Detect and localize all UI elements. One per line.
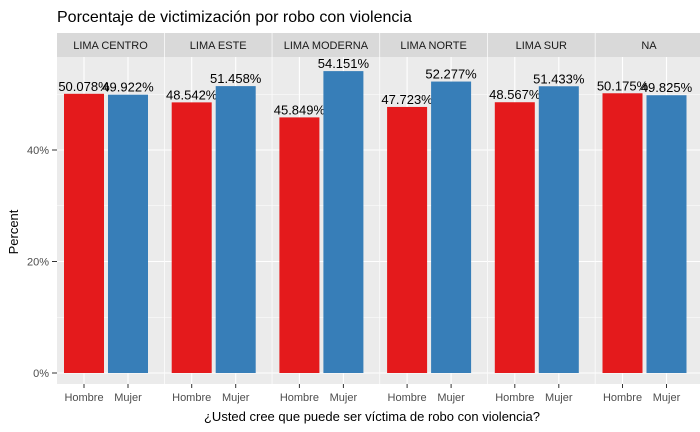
facet-strip-label: LIMA SUR <box>516 40 567 52</box>
facet-panel: LIMA ESTE 48.542% Hombre 51.458% Mujer <box>164 33 272 404</box>
bar-value-label: 47.723% <box>381 92 433 107</box>
bar-mujer <box>323 71 364 373</box>
bar-value-label: 49.825% <box>641 80 693 95</box>
bar-hombre <box>171 102 212 373</box>
x-tick-label: Hombre <box>603 392 642 404</box>
x-tick-label: Mujer <box>222 392 250 404</box>
x-axis-title: ¿Usted cree que puede ser víctima de rob… <box>204 409 540 424</box>
bar-value-label: 51.433% <box>533 71 585 86</box>
facet-panel: LIMA MODERNA 45.849% Hombre 54.151% Mujer <box>272 33 380 404</box>
bar-mujer <box>215 86 256 374</box>
facet-panel: LIMA NORTE 47.723% Hombre 52.277% Mujer <box>380 33 488 404</box>
bar-value-label: 51.458% <box>210 71 262 86</box>
bar-value-label: 49.922% <box>102 80 154 95</box>
bar-value-label: 45.849% <box>274 102 326 117</box>
facet-strip <box>595 33 700 57</box>
x-tick-label: Mujer <box>114 392 142 404</box>
facet-panel: NA 50.175% Hombre 49.825% Mujer <box>595 33 700 404</box>
y-tick-label: 0% <box>33 368 49 380</box>
bar-value-label: 48.567% <box>489 87 541 102</box>
bar-hombre <box>494 102 535 373</box>
bar-mujer <box>108 94 148 374</box>
bar-mujer <box>646 95 687 374</box>
y-tick-label: 40% <box>27 145 49 157</box>
facet-strip <box>57 33 164 57</box>
x-tick-label: Hombre <box>64 392 103 404</box>
bar-value-label: 52.277% <box>425 67 477 82</box>
y-axis: 0% 20% 40% <box>27 145 57 380</box>
bar-value-label: 50.175% <box>597 78 649 93</box>
x-tick-label: Mujer <box>653 392 681 404</box>
facet-strip-label: NA <box>641 40 657 52</box>
x-tick-label: Hombre <box>172 392 211 404</box>
x-tick-label: Hombre <box>495 392 534 404</box>
bar-mujer <box>431 81 472 373</box>
facet-panels: LIMA CENTRO50.078%Hombre49.922%MujerLIMA… <box>57 33 700 404</box>
facet-strip-label: LIMA NORTE <box>400 40 466 52</box>
facet-strip <box>272 33 380 57</box>
bar-value-label: 50.078% <box>58 79 110 94</box>
x-tick-label: Mujer <box>437 392 465 404</box>
facet-strip-label: LIMA MODERNA <box>284 40 369 52</box>
x-tick-label: Mujer <box>330 392 358 404</box>
bar-value-label: 54.151% <box>318 56 370 71</box>
bar-mujer <box>538 86 579 374</box>
y-axis-title: Percent <box>6 209 21 254</box>
facet-panel: LIMA SUR 48.567% Hombre 51.433% Mujer <box>487 33 595 404</box>
facet-strip <box>487 33 595 57</box>
y-tick-label: 20% <box>27 257 49 269</box>
bar-hombre <box>64 93 104 373</box>
chart-title: Porcentaje de victimización por robo con… <box>57 9 412 26</box>
x-tick-label: Mujer <box>545 392 573 404</box>
facet-strip <box>164 33 272 57</box>
bar-hombre <box>279 117 320 374</box>
bar-hombre <box>387 106 428 373</box>
bar-hombre <box>602 93 643 373</box>
bar-value-label: 48.542% <box>166 87 218 102</box>
facet-strip-label: LIMA ESTE <box>190 40 247 52</box>
x-tick-label: Hombre <box>280 392 319 404</box>
facet-strip <box>380 33 488 57</box>
x-tick-label: Hombre <box>388 392 427 404</box>
facet-panel: LIMA CENTRO 50.078% Hombre 49.922% Mujer <box>57 33 164 404</box>
facet-strip-label: LIMA CENTRO <box>73 40 148 52</box>
